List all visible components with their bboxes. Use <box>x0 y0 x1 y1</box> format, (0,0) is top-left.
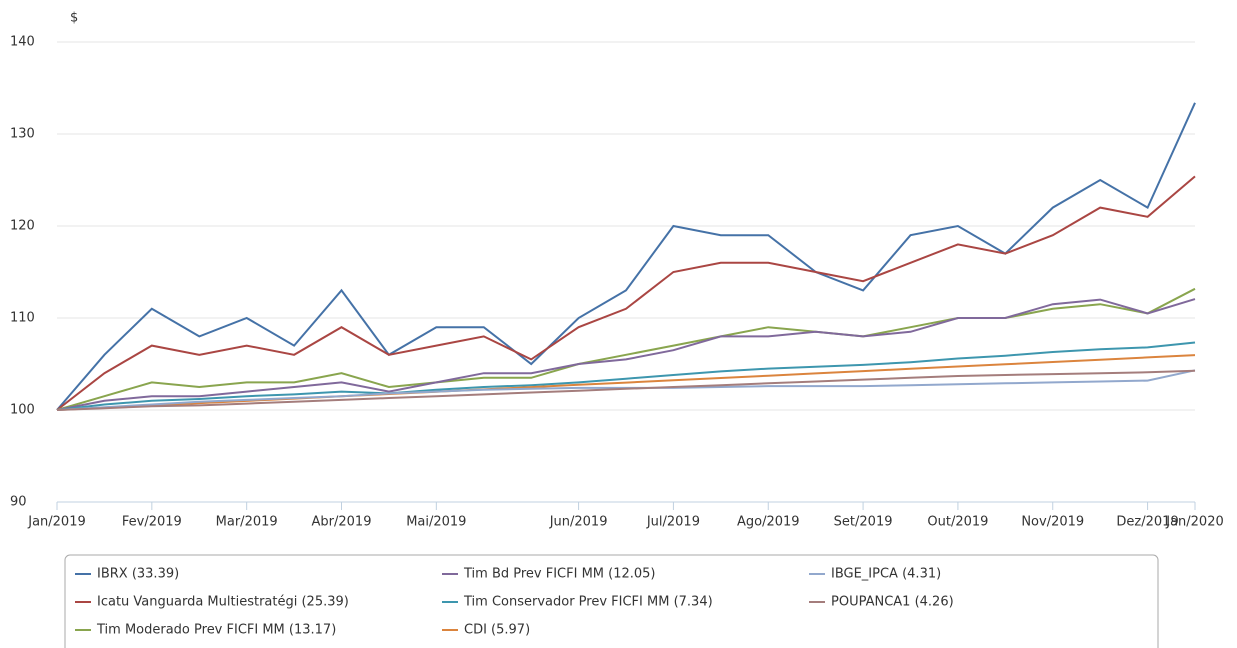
series-line <box>56 369 1196 411</box>
y-tick-label: 110 <box>10 311 35 326</box>
x-tick-label: Fev/2019 <box>122 515 182 530</box>
series-line <box>56 175 1196 411</box>
y-axis-label: $ <box>70 11 78 26</box>
legend-label: Tim Bd Prev FICFI MM (12.05) <box>463 567 656 582</box>
series-line <box>56 298 1196 411</box>
legend-label: IBGE_IPCA (4.31) <box>831 567 941 582</box>
x-tick-label: Out/2019 <box>927 515 988 530</box>
x-tick-label: Mai/2019 <box>406 515 466 530</box>
x-tick-label: Abr/2019 <box>312 515 372 530</box>
x-tick-label: Dez/2019 <box>1116 515 1178 530</box>
x-tick-label: Jan/2019 <box>27 515 86 530</box>
x-tick-label: Nov/2019 <box>1021 515 1084 530</box>
x-tick-label: Set/2019 <box>834 515 893 530</box>
legend-label: POUPANCA1 (4.26) <box>831 595 954 610</box>
series-line <box>56 341 1196 411</box>
x-tick-label: Ago/2019 <box>737 515 800 530</box>
x-tick-label: Mar/2019 <box>216 515 278 530</box>
x-tick-label: Jul/2019 <box>646 515 700 530</box>
legend-label: Icatu Vanguarda Multiestratégi (25.39) <box>97 595 349 610</box>
legend-label: CDI (5.97) <box>464 623 530 638</box>
y-tick-label: 130 <box>10 127 35 142</box>
x-tick-label: Jan/2020 <box>1165 515 1224 530</box>
legend-label: IBRX (33.39) <box>97 567 179 582</box>
legend-label: Tim Moderado Prev FICFI MM (13.17) <box>96 623 336 638</box>
y-tick-label: 120 <box>10 219 35 234</box>
x-tick-label: Jun/2019 <box>549 515 608 530</box>
legend-label: Tim Conservador Prev FICFI MM (7.34) <box>463 595 713 610</box>
y-tick-label: 90 <box>10 495 27 510</box>
y-tick-label: 100 <box>10 403 35 418</box>
legend-box <box>64 554 1159 648</box>
y-tick-label: 140 <box>10 35 35 50</box>
